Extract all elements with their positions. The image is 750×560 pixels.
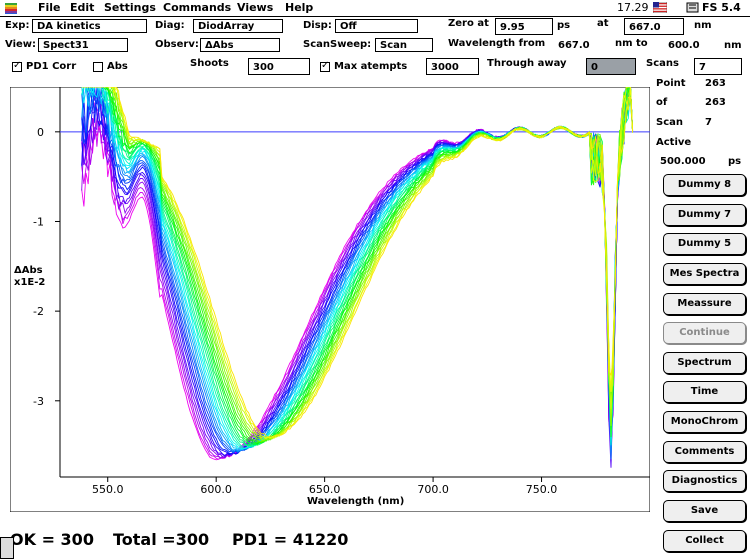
spectrum-series-line: [81, 87, 634, 438]
x-axis-label: Wavelength (nm): [307, 496, 404, 507]
max-atempts-field[interactable]: 3000: [426, 58, 479, 75]
comments-button[interactable]: Comments: [663, 441, 746, 463]
save-button[interactable]: Save: [663, 500, 746, 522]
wavelength-to-label: nm to: [615, 38, 648, 49]
spectra-plot[interactable]: 0 -1 -2 -3 550.0 600.0 650.0 700.0 750.0 ΔAbs x…: [10, 87, 650, 512]
wavelength-to-unit: nm: [724, 40, 742, 51]
of-label: of: [656, 97, 668, 108]
point-value: 263: [705, 78, 726, 89]
scans-label: Scans: [646, 58, 679, 69]
scansweep-field[interactable]: Scan: [375, 38, 433, 52]
pd1-value: PD1 = 41220: [232, 530, 349, 549]
series-group: [81, 87, 634, 468]
at-unit: nm: [694, 20, 712, 31]
abs-label: Abs: [107, 61, 128, 72]
pd1-corr-label: PD1 Corr: [26, 61, 77, 72]
diag-field[interactable]: DiodArray: [193, 19, 283, 33]
through-away-field[interactable]: 0: [586, 58, 636, 75]
view-field[interactable]: Spect31: [38, 38, 128, 52]
total-count: Total =300: [113, 530, 210, 549]
menu-views[interactable]: Views: [237, 1, 274, 14]
menu-bar: File Edit Settings Commands Views Help 1…: [0, 0, 750, 17]
disp-field[interactable]: Off: [335, 19, 418, 33]
meassure-button[interactable]: Meassure: [663, 293, 746, 315]
menu-help[interactable]: Help: [285, 1, 314, 14]
x-tick-label: 700.0: [417, 483, 449, 496]
max-atempts-label: Max atempts: [334, 61, 408, 72]
observ-field[interactable]: ΔAbs: [200, 38, 280, 52]
x-tick-label: 550.0: [92, 483, 124, 496]
at-wavelength-field[interactable]: 667.0: [624, 18, 684, 35]
menu-edit[interactable]: Edit: [70, 1, 95, 14]
menu-file[interactable]: File: [38, 1, 61, 14]
exp-field[interactable]: DA kinetics: [32, 19, 147, 33]
ok-count: OK = 300: [10, 530, 94, 549]
diagnostics-button[interactable]: Diagnostics: [663, 470, 746, 492]
menu-commands[interactable]: Commands: [163, 1, 232, 14]
zero-at-field[interactable]: 9.95: [495, 18, 553, 35]
active-label: Active: [656, 137, 692, 148]
wavelength-from-label: Wavelength from: [448, 38, 546, 49]
max-atempts-checkbox[interactable]: [320, 60, 330, 72]
flag-icon[interactable]: [652, 1, 668, 16]
mes-spectra-button[interactable]: Mes Spectra: [663, 263, 746, 285]
x-tick-label: 750.0: [526, 483, 558, 496]
plot-frame: [10, 87, 650, 512]
app-label: FS 5.4: [702, 1, 741, 14]
spectrum-series-line: [81, 87, 634, 439]
y-tick-label: -2: [33, 305, 44, 318]
wavelength-to-value: 600.0: [668, 40, 700, 51]
menu-settings[interactable]: Settings: [104, 1, 156, 14]
y-tick-label: 0: [37, 126, 44, 139]
dummy5-button[interactable]: Dummy 5: [663, 233, 746, 255]
scansweep-label: ScanSweep:: [303, 39, 372, 50]
y-axis-label-scale: x1E-2: [14, 277, 45, 288]
apple-menu-icon[interactable]: [5, 1, 17, 17]
spectrum-button[interactable]: Spectrum: [663, 352, 746, 374]
time-button[interactable]: Time: [663, 381, 746, 403]
y-tick-label: -1: [33, 215, 44, 228]
scans-field[interactable]: 7: [694, 58, 742, 75]
dummy7-button[interactable]: Dummy 7: [663, 204, 746, 226]
dummy8-button[interactable]: Dummy 8: [663, 174, 746, 196]
y-axis-label: ΔAbs: [14, 265, 43, 276]
y-tick-label: -3: [33, 395, 44, 408]
time-unit: ps: [728, 156, 742, 167]
wavelength-from-value: 667.0: [558, 40, 590, 51]
menu-clock: 17.29: [617, 1, 649, 14]
point-label: Point: [656, 78, 686, 89]
zero-at-label: Zero at: [448, 18, 489, 29]
continue-button[interactable]: Continue: [663, 322, 746, 344]
x-ticks: 550.0 600.0 650.0 700.0 750.0: [92, 477, 557, 496]
time-value: 500.000: [660, 156, 706, 167]
y-ticks: 0 -1 -2 -3: [33, 126, 60, 408]
abs-checkbox[interactable]: [93, 62, 103, 72]
observ-label: Observ:: [155, 39, 199, 50]
x-tick-label: 600.0: [200, 483, 232, 496]
window-resize-handle[interactable]: [0, 537, 14, 559]
pd1-corr-checkbox[interactable]: [12, 60, 22, 72]
x-tick-label: 650.0: [309, 483, 341, 496]
disp-label: Disp:: [303, 20, 332, 31]
through-away-label: Through away: [487, 58, 567, 69]
app-icon[interactable]: [686, 2, 699, 16]
exp-label: Exp:: [5, 20, 30, 31]
zero-unit: ps: [557, 20, 571, 31]
shoots-field[interactable]: 300: [248, 58, 310, 75]
shoots-label: Shoots: [190, 58, 229, 69]
scan-label: Scan: [656, 117, 683, 128]
of-value: 263: [705, 97, 726, 108]
collect-button[interactable]: Collect: [663, 530, 746, 552]
scan-value: 7: [705, 117, 712, 128]
view-label: View:: [5, 39, 37, 50]
diag-label: Diag:: [155, 20, 185, 31]
monochrom-button[interactable]: MonoChrom: [663, 411, 746, 433]
at-label: at: [597, 18, 609, 29]
